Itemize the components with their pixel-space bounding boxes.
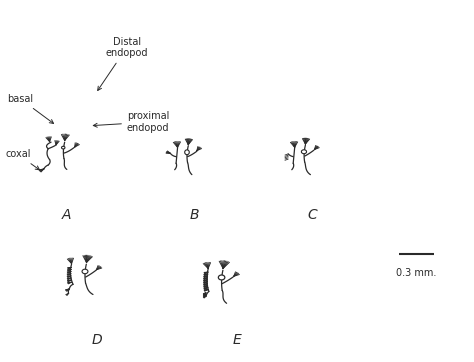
Circle shape	[62, 146, 65, 149]
Circle shape	[301, 150, 307, 154]
Text: proximal
endopod: proximal endopod	[93, 111, 169, 133]
Text: 0.3 mm.: 0.3 mm.	[396, 268, 436, 278]
Circle shape	[82, 269, 88, 274]
Text: D: D	[91, 333, 102, 347]
Text: basal: basal	[8, 94, 54, 123]
Text: Distal
endopod: Distal endopod	[98, 37, 148, 90]
Text: coxal: coxal	[5, 149, 39, 170]
Text: B: B	[190, 208, 200, 222]
Text: C: C	[307, 208, 317, 222]
Ellipse shape	[185, 150, 189, 155]
Text: A: A	[61, 208, 71, 222]
Text: E: E	[233, 333, 241, 347]
Circle shape	[219, 275, 225, 280]
